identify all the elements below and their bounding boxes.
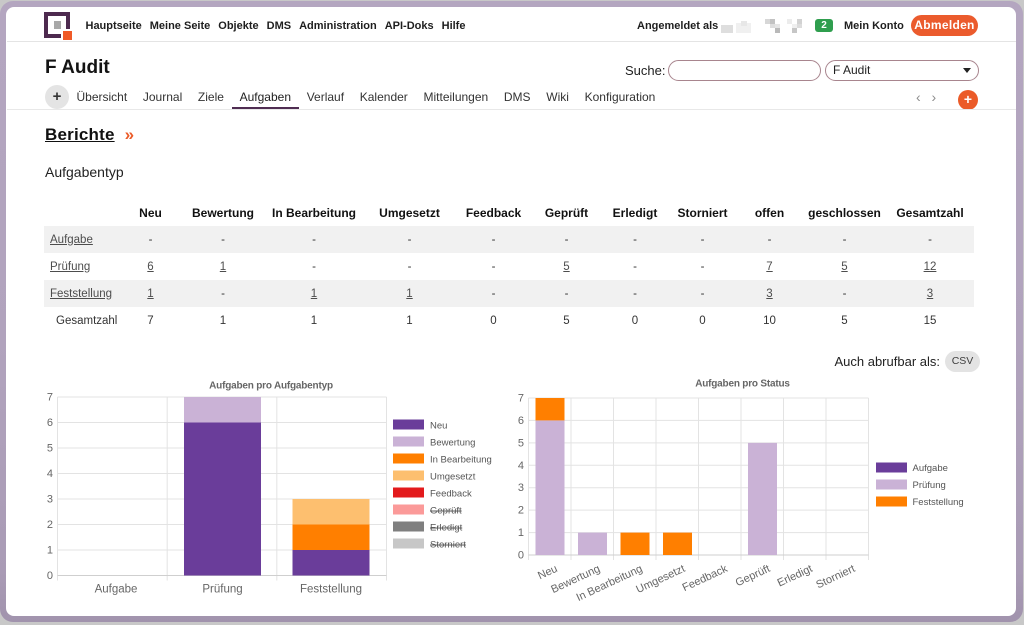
svg-text:5: 5 [47, 443, 53, 455]
svg-text:7: 7 [47, 392, 53, 404]
svg-text:Bewertung: Bewertung [430, 438, 475, 449]
svg-text:Feedback: Feedback [430, 489, 472, 500]
svg-text:Neu: Neu [430, 421, 447, 432]
svg-text:2: 2 [47, 519, 53, 531]
svg-text:Prüfung: Prüfung [913, 480, 946, 491]
svg-text:Geprüft: Geprüft [734, 563, 772, 589]
svg-text:Aufgaben pro Aufgabentyp: Aufgaben pro Aufgabentyp [209, 380, 333, 391]
svg-text:Storniert: Storniert [814, 563, 857, 591]
svg-text:Feststellung: Feststellung [913, 497, 964, 508]
svg-text:0: 0 [518, 550, 524, 562]
svg-text:Geprüft: Geprüft [430, 506, 462, 517]
svg-text:Erledigt: Erledigt [430, 523, 463, 534]
svg-text:2: 2 [518, 505, 524, 517]
svg-text:1: 1 [47, 545, 53, 557]
svg-text:4: 4 [518, 460, 524, 472]
svg-text:In Bearbeitung: In Bearbeitung [430, 455, 492, 466]
svg-text:Aufgabe: Aufgabe [913, 463, 948, 474]
svg-text:1: 1 [518, 527, 524, 539]
svg-text:3: 3 [518, 482, 524, 494]
svg-text:Neu: Neu [536, 563, 559, 582]
svg-text:6: 6 [47, 417, 53, 429]
svg-text:Erledigt: Erledigt [776, 563, 815, 590]
svg-text:Feststellung: Feststellung [300, 584, 362, 596]
svg-text:6: 6 [518, 415, 524, 427]
svg-text:Feedback: Feedback [681, 563, 730, 595]
svg-text:Prüfung: Prüfung [202, 584, 242, 596]
svg-text:Umgesetzt: Umgesetzt [430, 472, 476, 483]
svg-text:Aufgaben pro Status: Aufgaben pro Status [695, 379, 790, 390]
svg-text:Aufgabe: Aufgabe [95, 584, 138, 596]
svg-text:7: 7 [518, 393, 524, 405]
svg-text:Storniert: Storniert [430, 540, 466, 551]
svg-text:4: 4 [47, 468, 53, 480]
svg-text:3: 3 [47, 494, 53, 506]
svg-text:Umgesetzt: Umgesetzt [634, 563, 687, 596]
svg-text:5: 5 [518, 437, 524, 449]
svg-text:0: 0 [47, 570, 53, 582]
